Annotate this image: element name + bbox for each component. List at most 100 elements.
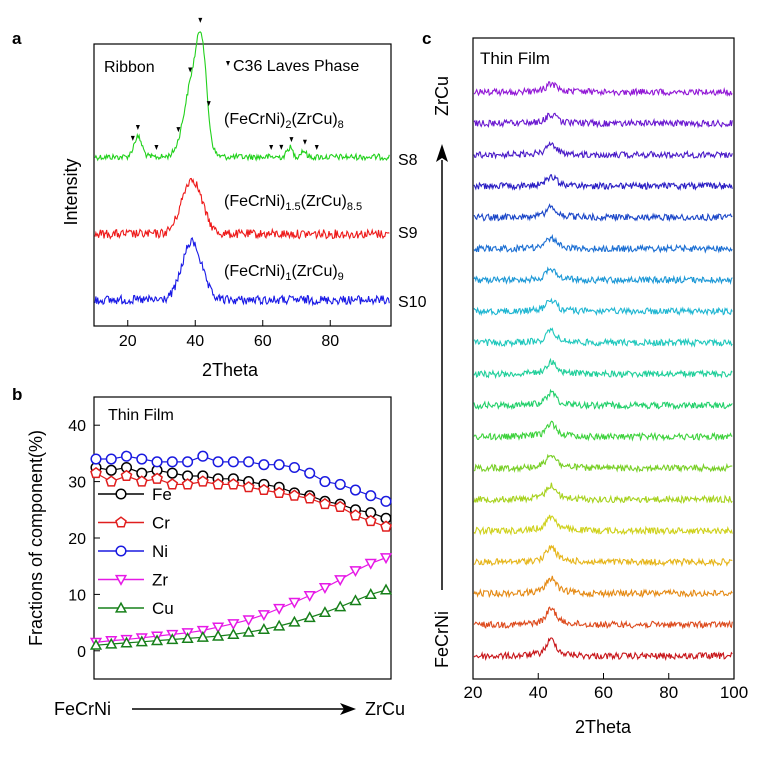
panel-b-xlabel-left: FeCrNi (54, 699, 111, 719)
data-point-ni (304, 467, 316, 479)
panel-b-ylabel: Fractions of component(%) (26, 430, 46, 646)
x-tick-label: 80 (659, 683, 678, 702)
data-point-cr (273, 486, 286, 498)
data-point-zr (257, 610, 270, 622)
panel-b-title: Thin Film (108, 407, 174, 424)
laves-peak-marker (188, 67, 193, 73)
data-point-cu (257, 623, 270, 634)
data-point-cu (349, 594, 362, 606)
y-tick-label: 30 (68, 475, 86, 492)
xrd-trace-film-11 (473, 327, 733, 348)
data-point-cr (380, 520, 392, 532)
panel-c-frame (472, 37, 735, 680)
data-point-ni (182, 456, 194, 468)
data-point-ni (243, 456, 255, 468)
x-tick-label: 60 (254, 333, 272, 350)
laves-legend: C36 Laves Phase (233, 58, 359, 75)
data-point-ni (365, 490, 377, 502)
laves-peak-marker (154, 144, 159, 150)
x-tick-label: 60 (594, 683, 613, 702)
xrd-trace-s10 (94, 237, 390, 307)
data-point-cr (151, 472, 163, 484)
data-point-ni (90, 453, 102, 465)
data-point-cu (318, 606, 332, 618)
data-point-cu (303, 611, 316, 623)
panel-c-xlabel: 2Theta (575, 717, 632, 737)
x-tick-label: 40 (186, 333, 204, 350)
data-point-ni (349, 484, 362, 496)
panel-a-frame (93, 43, 392, 327)
data-point-zr (364, 558, 377, 570)
data-point-cr (135, 475, 148, 487)
xrd-trace-film-1 (473, 637, 733, 662)
data-point-zr (288, 597, 301, 609)
xrd-trace-film-17 (473, 141, 733, 160)
panel-c-label: c (422, 29, 431, 48)
data-point-ni (105, 453, 117, 465)
laves-peak-marker (135, 125, 140, 130)
data-point-zr (318, 583, 332, 594)
data-point-cr (196, 475, 209, 487)
y-tick-label: 40 (68, 418, 86, 435)
formula-s9: (FeCrNi)1.5(ZrCu)8.5 (224, 193, 362, 213)
x-tick-label: 40 (529, 683, 548, 702)
xrd-trace-film-15 (473, 203, 733, 223)
series-line-zr (95, 557, 387, 643)
panel-b-xlabel-right: ZrCu (365, 699, 405, 719)
legend-label-cu: Cu (152, 599, 174, 618)
data-point-cr (334, 500, 347, 513)
laves-peak-marker (176, 127, 181, 133)
data-point-ni (151, 456, 163, 468)
data-point-zr (242, 615, 255, 627)
xrd-trace-film-2 (473, 606, 733, 630)
data-point-cr (90, 466, 102, 479)
laves-peak-marker (279, 144, 284, 150)
data-point-ni (212, 456, 224, 468)
data-point-cu (334, 600, 347, 612)
legend-label-cr: Cr (152, 514, 170, 533)
data-point-zr (227, 619, 240, 631)
panel-c-title: Thin Film (480, 49, 550, 68)
data-point-cu (379, 583, 393, 595)
y-tick-label: 20 (68, 531, 86, 548)
xrd-trace-film-16 (473, 174, 733, 192)
data-point-cu (212, 629, 225, 641)
panel-a-ylabel: Intensity (61, 158, 81, 225)
data-point-cr (258, 483, 270, 496)
xrd-trace-film-7 (473, 453, 733, 474)
panel-c-traces (473, 81, 733, 662)
data-point-cr (181, 478, 194, 490)
laves-marker-icon (226, 61, 230, 66)
x-tick-label: 20 (464, 683, 483, 702)
panel-a-xlabel: 2Theta (202, 360, 259, 380)
data-point-zr (212, 622, 225, 634)
data-point-ni (334, 478, 346, 490)
sample-name-s10: S10 (398, 294, 427, 311)
data-point-cu (150, 634, 164, 646)
panel-a-peak-markers (130, 17, 319, 150)
formula-s10: (FeCrNi)1(ZrCu)9 (224, 263, 344, 283)
panel-a-label: a (12, 29, 22, 48)
panel-a-x-ticks: 20 40 60 80 (119, 320, 339, 350)
data-point-cr (227, 478, 240, 490)
xrd-trace-film-6 (473, 482, 733, 505)
data-point-fe (166, 467, 178, 479)
xrd-trace-film-13 (473, 266, 733, 285)
panel-a-title: Ribbon (104, 59, 155, 76)
panel-a-formulas: (FeCrNi)2(ZrCu)8 (FeCrNi)1.5(ZrCu)8.5 (FeC… (224, 111, 362, 283)
data-point-cu (166, 633, 179, 645)
data-point-zr (303, 590, 316, 602)
data-point-cu (196, 630, 209, 642)
laves-peak-marker (302, 139, 307, 145)
data-point-ni (166, 456, 178, 468)
laves-peak-marker (269, 145, 274, 150)
data-point-cr (120, 469, 133, 481)
data-point-cr (242, 481, 255, 493)
xrd-trace-film-10 (473, 357, 733, 380)
data-point-ni (319, 476, 331, 488)
xrd-trace-film-14 (473, 233, 733, 254)
data-point-cu (364, 588, 377, 599)
laves-peak-marker (198, 17, 203, 23)
up-arrow-icon (436, 144, 448, 162)
laves-peak-marker (130, 135, 135, 141)
